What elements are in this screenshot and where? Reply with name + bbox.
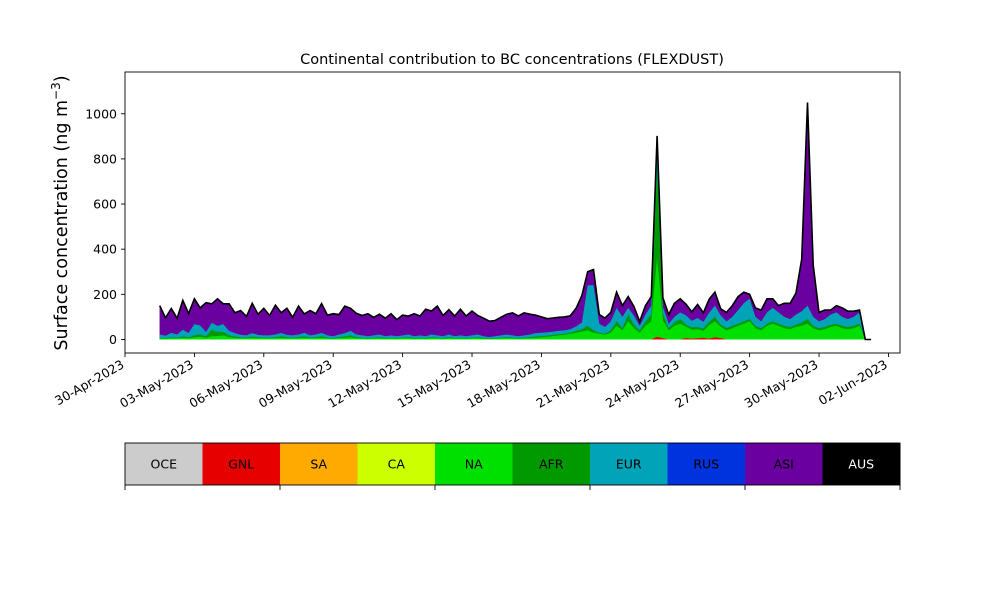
y-axis: 0 200 400 600 800 1000 bbox=[85, 106, 125, 347]
y-tick-label: 1000 bbox=[85, 106, 117, 121]
legend-swatch-eur bbox=[590, 443, 668, 485]
legend-swatch-na bbox=[435, 443, 513, 485]
legend-swatch-afr bbox=[512, 443, 591, 485]
area-gnl bbox=[159, 336, 872, 340]
y-tick-label: 600 bbox=[93, 197, 117, 212]
x-tick-label: 09-May-2023 bbox=[256, 357, 335, 411]
legend-swatch-ca bbox=[357, 443, 436, 485]
legend-label-rus: RUS bbox=[693, 457, 719, 472]
chart-title: Continental contribution to BC concentra… bbox=[300, 52, 724, 68]
y-tick-label: 0 bbox=[109, 332, 117, 347]
legend-label-gnl: GNL bbox=[228, 457, 254, 472]
x-tick-label: 30-Apr-2023 bbox=[52, 357, 126, 409]
legend-swatch-asi bbox=[745, 443, 823, 485]
area-na bbox=[159, 257, 872, 340]
x-tick-label: 21-May-2023 bbox=[533, 357, 612, 411]
legend-swatch-rus bbox=[667, 443, 746, 485]
y-tick-label: 400 bbox=[93, 242, 117, 257]
legend-frame bbox=[124, 442, 901, 486]
legend-label-eur: EUR bbox=[616, 457, 642, 472]
x-tick-label: 03-May-2023 bbox=[117, 357, 196, 411]
x-tick-label: 24-May-2023 bbox=[603, 357, 682, 411]
legend-swatch-gnl bbox=[202, 443, 281, 485]
plot-area bbox=[124, 71, 901, 354]
x-tick-label: 15-May-2023 bbox=[395, 357, 474, 411]
legend-swatch-sa bbox=[280, 443, 358, 485]
x-axis: 30-Apr-202303-May-202306-May-202309-May-… bbox=[52, 353, 890, 411]
legend-label-asi: ASI bbox=[774, 457, 794, 472]
y-tick-label: 800 bbox=[93, 151, 117, 166]
area-eur bbox=[159, 144, 872, 340]
x-tick-label: 02-Jun-2023 bbox=[816, 357, 890, 408]
total-outline bbox=[158, 102, 872, 341]
plot-frame bbox=[124, 71, 901, 354]
legend-label-ca: CA bbox=[388, 457, 406, 472]
legend-label-afr: AFR bbox=[539, 457, 564, 472]
legend-swatch-aus bbox=[822, 443, 901, 485]
legend-label-aus: AUS bbox=[848, 457, 874, 472]
legend-label-oce: OCE bbox=[151, 457, 178, 472]
x-tick-label: 12-May-2023 bbox=[325, 357, 404, 411]
y-tick-label: 200 bbox=[93, 287, 117, 302]
color-legend: OCE GNL SA CA NA AFR EUR RUS ASI AUS bbox=[124, 442, 901, 490]
y-axis-label: Surface concentration (ng m−3) bbox=[49, 75, 72, 350]
x-tick-label: 06-May-2023 bbox=[186, 357, 265, 411]
x-tick-label: 18-May-2023 bbox=[464, 357, 543, 411]
x-tick-label: 27-May-2023 bbox=[672, 357, 751, 411]
legend-label-na: NA bbox=[465, 457, 483, 472]
legend-swatch-oce bbox=[125, 443, 203, 485]
legend-label-sa: SA bbox=[310, 457, 327, 472]
x-tick-label: 30-May-2023 bbox=[742, 357, 821, 411]
